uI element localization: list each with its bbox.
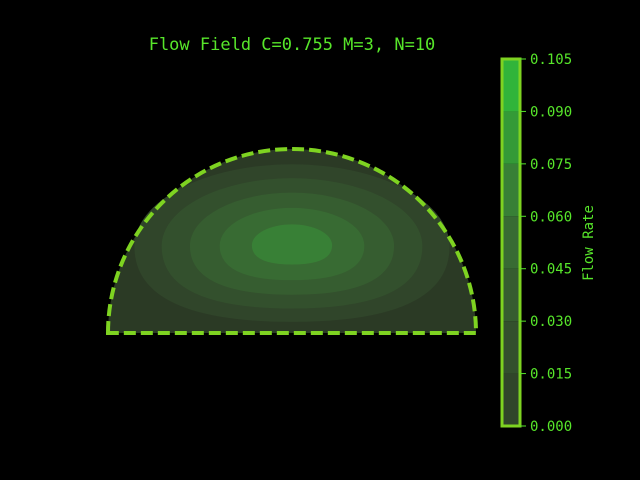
- colorbar-band: [502, 111, 520, 164]
- flow-field-plot: [105, 147, 479, 335]
- colorbar: 0.000 0.015 0.030 0.045 0.060 0.075 0.090 0.105…: [500, 52, 597, 435]
- contour-band: [251, 224, 333, 265]
- colorbar-tick-label: 0.000: [530, 419, 572, 435]
- chart-title: Flow Field C=0.755 M=3, N=10: [149, 35, 436, 55]
- colorbar-band: [502, 216, 520, 269]
- colorbar-tick-label: 0.060: [530, 209, 572, 225]
- colorbar-frame: [500, 57, 522, 428]
- colorbar-tick-label: 0.045: [530, 262, 572, 278]
- colorbar-band: [502, 321, 520, 374]
- colorbar-band: [502, 59, 520, 112]
- colorbar-tick-label: 0.090: [530, 104, 572, 120]
- colorbar-band: [502, 373, 520, 426]
- colorbar-tick-label: 0.015: [530, 367, 572, 383]
- colorbar-tick-label: 0.105: [530, 52, 572, 68]
- colorbar-tick-label: 0.030: [530, 314, 572, 330]
- domain-boundary: [105, 147, 479, 335]
- colorbar-label: Flow Rate: [581, 205, 597, 281]
- colorbar-tick-label: 0.075: [530, 157, 572, 173]
- colorbar-band: [502, 268, 520, 322]
- colorbar-band: [502, 163, 520, 217]
